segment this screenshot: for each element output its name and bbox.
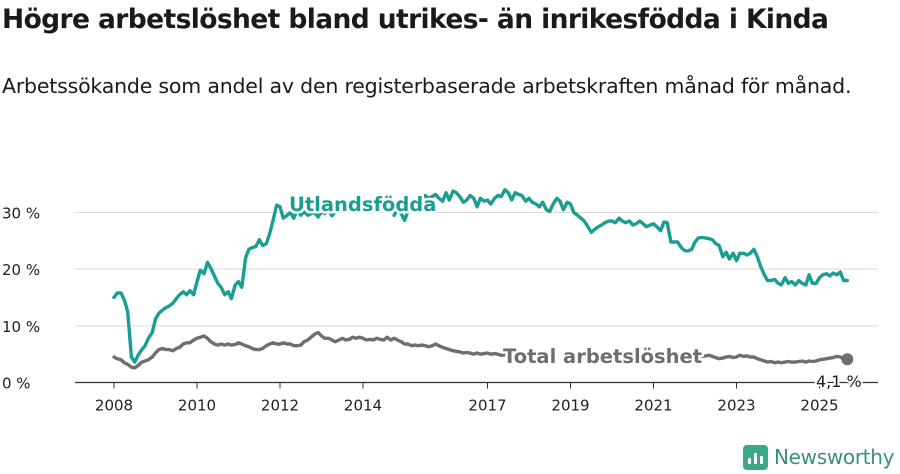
x-tick-label: 2014 [344, 397, 382, 415]
x-tick-label: 2010 [178, 397, 216, 415]
series-label-foreign-born: Utlandsfödda [289, 193, 436, 216]
y-tick-label: 0 % [2, 375, 31, 393]
series-label-total: Total arbetslöshet [503, 345, 702, 368]
y-tick-label: 10 % [2, 318, 40, 336]
newsworthy-icon [743, 444, 768, 470]
page-subtitle: Arbetssökande som andel av den registerb… [2, 74, 852, 98]
y-tick-label: 30 % [2, 205, 40, 223]
x-tick-label: 2012 [261, 397, 299, 415]
end-value-label: 4,1 % [816, 372, 862, 391]
x-tick-label: 2023 [717, 397, 755, 415]
x-tick-label: 2021 [634, 397, 672, 415]
series-line-total [112, 330, 849, 370]
series-line-foreign-born [112, 188, 849, 364]
end-point-marker [841, 353, 854, 366]
brand-name: Newsworthy [774, 445, 895, 469]
brand-logo: Newsworthy [743, 443, 895, 471]
x-tick-label: 2025 [800, 397, 838, 415]
x-tick-label: 2019 [551, 397, 589, 415]
x-tick-label: 2008 [95, 397, 133, 415]
page-title: Högre arbetslöshet bland utrikes- än inr… [2, 4, 829, 35]
y-tick-label: 20 % [2, 261, 40, 279]
x-tick-label: 2017 [468, 397, 506, 415]
line-chart: 0 % 10 % 20 % 30 % 2008 2010 2012 2014 2017 2019 2… [2, 188, 878, 415]
